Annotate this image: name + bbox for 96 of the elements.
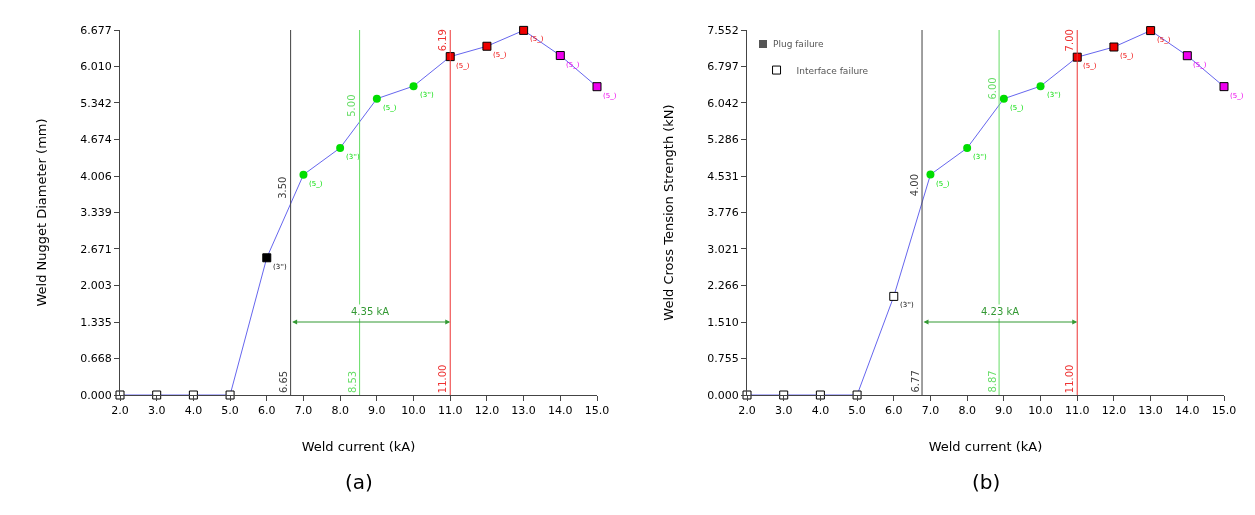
x-tick-label: 3.0	[774, 404, 793, 418]
y-tick-label: 5.286	[707, 133, 739, 147]
x-tick-label: 4.0	[811, 404, 830, 418]
x-tick-label: 2.0	[111, 404, 129, 418]
point	[815, 390, 825, 400]
annotation: 6.19	[437, 29, 449, 52]
y-axis-title: Weld Cross Tension Strength (kN)	[661, 104, 677, 321]
ref-line-label: 8.53	[347, 370, 359, 394]
annotation: 4.00	[908, 173, 920, 197]
x-tick-label: 5.0	[221, 404, 239, 418]
point	[779, 390, 789, 400]
point	[336, 143, 345, 152]
point	[1036, 82, 1045, 91]
y-tick-label: 0.000	[80, 388, 112, 402]
x-tick-label: 15.0	[584, 404, 610, 418]
y-tick-label: 7.552	[707, 23, 739, 37]
point	[1182, 51, 1192, 61]
x-tick-label: 10.0	[401, 404, 426, 418]
y-tick-label: 0.668	[80, 352, 112, 366]
point	[1109, 42, 1119, 52]
x-tick-label: 3.0	[147, 404, 166, 418]
x-tick-label: 12.0	[474, 404, 500, 418]
x-tick-label: 5.0	[848, 404, 866, 418]
x-tick-label: 6.0	[258, 404, 276, 418]
x-tick-label: 10.0	[1028, 404, 1053, 418]
point	[519, 25, 529, 35]
y-axis-title: Weld Nugget Diameter (mm)	[34, 118, 50, 307]
x-tick-label: 14.0	[1175, 404, 1200, 418]
y-tick-label: 4.531	[707, 169, 739, 183]
point	[225, 390, 235, 400]
annotation: 6.00	[986, 77, 998, 100]
y-tick-label: 5.342	[80, 96, 112, 110]
point	[592, 82, 602, 92]
text: (b)	[972, 470, 1001, 494]
y-tick-label: 3.776	[707, 206, 739, 220]
ref-line-label: 11.00	[1064, 364, 1076, 394]
point	[299, 170, 308, 179]
annotation: 7.00	[1064, 29, 1076, 52]
ref-line-label: 11.00	[437, 364, 449, 394]
x-tick-label: 8.0	[958, 404, 976, 418]
x-tick-label: 7.0	[294, 404, 313, 418]
x-tick-label: 9.0	[368, 404, 386, 418]
ref-line-label: 6.65	[278, 370, 290, 394]
point	[926, 170, 935, 179]
y-tick-label: 4.006	[80, 169, 112, 183]
x-tick-label: 12.0	[1101, 404, 1127, 418]
y-tick-label: 2.671	[80, 242, 112, 256]
point	[852, 390, 862, 400]
point	[1146, 26, 1156, 36]
y-tick-label: 6.797	[707, 60, 739, 74]
point	[409, 82, 418, 91]
x-tick-label: 7.0	[921, 404, 940, 418]
point	[262, 253, 272, 263]
y-tick-label: 1.510	[707, 315, 739, 329]
y-tick-label: 6.010	[80, 60, 112, 74]
ref-line-label: 8.87	[986, 370, 998, 393]
annotation: Plug failure	[773, 39, 825, 49]
y-tick-label: 0.000	[707, 388, 739, 402]
point	[152, 390, 162, 400]
annotation: 4.35 kA	[351, 306, 390, 317]
x-tick-label: 8.0	[331, 404, 349, 418]
annotation: 4.23 kA	[981, 306, 1020, 317]
point	[999, 94, 1008, 103]
y-tick-label: 4.674	[80, 133, 112, 147]
x-tick-label: 11.0	[437, 404, 463, 418]
legend-label: Interface failure	[796, 65, 869, 76]
x-tick-label: 14.0	[548, 404, 573, 418]
x-tick-label: 13.0	[1138, 404, 1163, 418]
point	[889, 291, 899, 301]
x-axis-title: Weld current (kA)	[301, 438, 416, 454]
y-tick-label: 3.021	[707, 242, 739, 256]
x-tick-label: 13.0	[511, 404, 536, 418]
point	[963, 144, 972, 153]
annotation: 3.50	[277, 176, 289, 199]
point	[372, 94, 381, 103]
ref-line-label: 6.77	[909, 370, 921, 393]
y-tick-label: 2.266	[707, 279, 739, 293]
x-tick-label: 15.0	[1211, 404, 1237, 418]
y-tick-label: 3.339	[80, 206, 112, 220]
x-tick-label: 9.0	[995, 404, 1013, 418]
point	[555, 51, 565, 61]
x-tick-label: 11.0	[1064, 404, 1090, 418]
point	[188, 390, 198, 400]
x-tick-label: 4.0	[184, 404, 203, 418]
annotation: 5.00	[346, 94, 358, 117]
text: (a)	[345, 470, 373, 494]
y-tick-label: 6.677	[80, 23, 112, 37]
x-tick-label: 6.0	[885, 404, 903, 418]
x-axis-title: Weld current (kA)	[928, 438, 1043, 454]
y-tick-label: 2.003	[80, 279, 112, 293]
point	[1219, 82, 1229, 92]
x-tick-label: 2.0	[738, 404, 756, 418]
y-tick-label: 6.042	[707, 96, 739, 110]
point	[482, 41, 492, 51]
y-tick-label: 0.755	[707, 352, 739, 366]
y-tick-label: 1.335	[80, 315, 112, 329]
